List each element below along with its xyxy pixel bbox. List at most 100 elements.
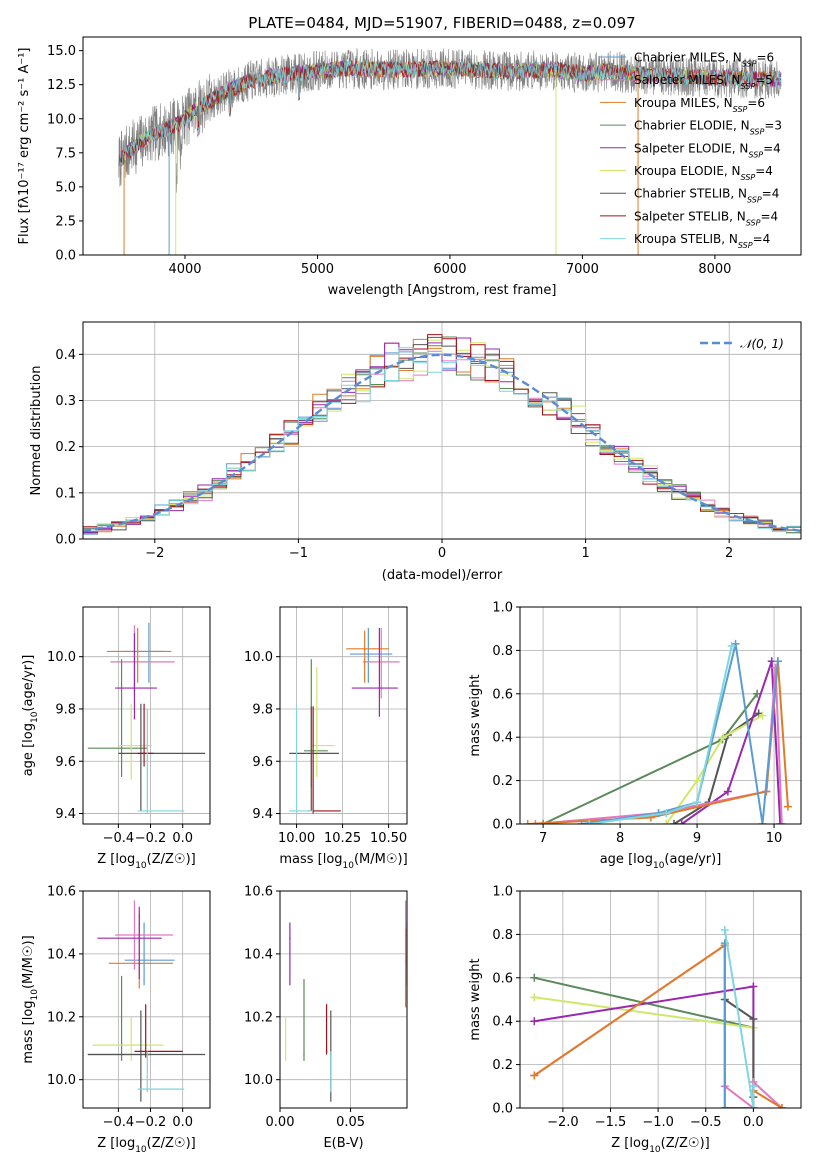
plot-area	[289, 627, 400, 814]
weight-line-chabrier-elodie	[534, 976, 754, 1029]
x-tick-label: −1	[289, 546, 308, 561]
y-tick-label: 0.4	[55, 348, 76, 363]
panel-age_vs_Z: −0.4 −0.2 0.0 9.4 9.6 9.8 10.0 Z [log10(Z/Z☉)] a…	[21, 606, 211, 871]
label-tail: (Z/Z☉)]	[661, 1136, 710, 1151]
y-tick-label: 2.5	[55, 214, 76, 229]
legend-count: =6	[756, 51, 774, 65]
x-tick-label: 7000	[566, 262, 599, 277]
legend-entry: Kroupa ELODIE, NSSP=4	[634, 164, 773, 182]
y-tick-label: 0.6	[492, 687, 513, 702]
y-tick-label: 9.8	[252, 702, 273, 717]
subscript: 10	[135, 1145, 147, 1155]
data-point	[380, 661, 383, 663]
data-point	[140, 1053, 142, 1056]
x-tick-label: −0.5	[690, 1115, 722, 1130]
weight-marker	[720, 1104, 729, 1108]
y-tick-label: 0.0	[492, 1102, 513, 1117]
y-tick-label: 10.0	[47, 1073, 76, 1088]
y-axis-label: Flux [fλ10⁻¹⁷ erg cm⁻² s⁻¹ A⁻¹]	[17, 48, 32, 245]
data-point	[146, 1088, 149, 1090]
weight-marker	[531, 820, 540, 824]
subscript: SSP	[733, 104, 748, 113]
data-point	[363, 648, 366, 650]
subscript: SSP	[742, 59, 757, 68]
x-tick-label: 5000	[301, 262, 334, 277]
subscript: SSP	[747, 195, 762, 204]
x-tick-label: 0	[438, 546, 446, 561]
x-tick-label: 8	[616, 831, 624, 846]
weight-marker	[577, 820, 586, 824]
weight-marker	[662, 809, 671, 818]
weight-line-kroupa-stelib	[723, 929, 755, 1108]
weight-marker	[669, 820, 678, 824]
subscript: 10	[30, 711, 40, 723]
weight-marker	[777, 820, 786, 824]
weight-marker	[693, 798, 702, 807]
axes-frame	[82, 36, 802, 256]
y-tick-label: 10.0	[244, 650, 273, 665]
y-axis-label: Normed distribution	[29, 366, 44, 496]
legend-entry: Chabrier ELODIE, NSSP=3	[634, 119, 782, 137]
x-tick-label: 2	[725, 546, 733, 561]
legend-entry: Salpeter MILES, NSSP=5	[634, 73, 773, 91]
weight-line-kroupa-miles	[533, 943, 783, 1108]
weight-marker	[677, 820, 686, 824]
data-point	[310, 752, 313, 755]
weight-marker	[530, 1017, 539, 1026]
y-tick-label: 10.2	[244, 1010, 273, 1025]
y-tick-label: 10.4	[244, 947, 273, 962]
weight-marker	[776, 820, 785, 824]
weight-line-salpeter-elodie	[681, 660, 782, 824]
legend-count: =6	[747, 96, 765, 110]
subscript: SSP	[748, 150, 763, 159]
y-tick-label: 1.0	[492, 885, 513, 900]
subscript: SSP	[741, 82, 756, 91]
subscript: SSP	[750, 127, 765, 136]
data-point	[303, 1053, 305, 1056]
data-point	[130, 1044, 133, 1046]
data-point	[289, 937, 291, 939]
y-tick-label: 12.5	[47, 78, 76, 93]
y-tick-label: 10.0	[47, 650, 76, 665]
axes-frame	[82, 606, 211, 825]
weight-marker	[530, 973, 539, 982]
y-tick-label: 15.0	[47, 44, 76, 59]
data-point	[143, 752, 145, 755]
weight-marker	[585, 820, 594, 824]
y-tick-label: 9.8	[55, 702, 76, 717]
axes-frame	[279, 890, 408, 1109]
y-tick-label: 5.0	[55, 180, 76, 195]
weight-marker	[720, 926, 729, 935]
weight-line-salpeter-elodie	[534, 985, 755, 1108]
plot-area	[530, 926, 786, 1108]
weight-line-chabrier-elodie	[542, 693, 758, 824]
y-axis-label: mass weight	[468, 958, 483, 1040]
weight-line-chabrier-miles	[581, 643, 779, 824]
x-tick-label: 9	[693, 831, 701, 846]
x-axis-label: (data-model)/error	[382, 568, 503, 583]
label-tail: (Z/Z☉)]	[147, 852, 196, 867]
legend-count: =4	[760, 209, 778, 223]
data-point	[120, 747, 123, 749]
x-tick-label: 10.00	[278, 831, 315, 846]
y-axis-label: mass weight	[468, 674, 483, 756]
data-point	[378, 687, 381, 689]
x-tick-label: −0.2	[135, 831, 167, 846]
data-point	[325, 1050, 328, 1053]
plot-area	[83, 334, 801, 535]
weight-marker	[783, 802, 792, 811]
x-tick-label: −1.0	[642, 1115, 674, 1130]
weight-line-kroupa-miles	[527, 661, 789, 824]
y-tick-label: 10.0	[47, 112, 76, 127]
data-point	[144, 1050, 147, 1053]
y-tick-label: 0.1	[55, 486, 76, 501]
weight-marker	[693, 776, 702, 785]
residual-histogram-chabrier-stelib	[83, 336, 801, 533]
x-tick-label: 10	[766, 831, 783, 846]
residual-histogram-salpeter-stelib	[83, 334, 801, 531]
x-tick-label: 0.05	[336, 1115, 365, 1130]
plot-area	[87, 900, 206, 1102]
subscript: 10	[343, 861, 355, 871]
y-tick-label: 0.2	[492, 1058, 513, 1073]
